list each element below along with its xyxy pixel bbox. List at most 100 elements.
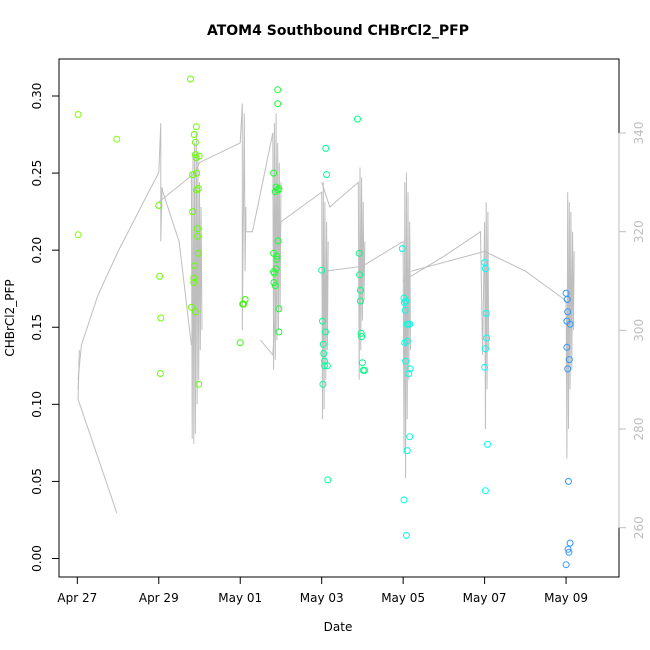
data-point-8-10 <box>564 545 572 553</box>
y-tick-label-2: 0.10 <box>30 391 44 418</box>
x-tick-label-0: Apr 27 <box>57 591 97 605</box>
data-point-3-5 <box>271 282 279 290</box>
x-tick-label-6: May 09 <box>544 591 588 605</box>
y-tick-label-1: 0.05 <box>30 468 44 495</box>
data-point-8-7 <box>564 365 572 373</box>
data-point-6-1 <box>481 265 489 273</box>
data-point-4-8 <box>323 171 331 179</box>
data-point-1-19 <box>194 232 201 240</box>
data-point-3-3 <box>270 279 278 286</box>
data-point-3-9 <box>273 252 281 260</box>
data-point-1-18 <box>194 225 201 233</box>
data-point-3-11 <box>274 86 282 94</box>
data-point-8-12 <box>562 561 570 569</box>
data-point-6-3 <box>483 334 491 342</box>
data-point-7-12 <box>406 365 414 373</box>
x-tick-label-5: May 07 <box>463 591 507 605</box>
data-point-1-11 <box>191 262 199 270</box>
data-point-2-2 <box>240 300 247 308</box>
data-point-3-14 <box>274 237 282 245</box>
data-point-8-11 <box>565 548 573 556</box>
data-point-7-14 <box>403 447 411 455</box>
data-point-5-5 <box>357 329 365 337</box>
data-point-4-10 <box>324 476 332 484</box>
data-point-8-3 <box>564 308 572 316</box>
data-points <box>74 75 574 569</box>
data-point-7-2 <box>400 299 408 307</box>
data-point-8-8 <box>565 477 572 485</box>
trace-line-9 <box>411 192 575 459</box>
chart-title: ATOM4 Southbound CHBrCl2_PFP <box>207 23 469 39</box>
trace-line-4 <box>245 113 282 370</box>
trace-line-1 <box>77 123 192 380</box>
data-point-3-12 <box>274 100 282 108</box>
data-point-5-4 <box>356 297 364 305</box>
data-point-1-14 <box>192 123 200 131</box>
data-point-1-2 <box>157 314 165 322</box>
data-point-3-4 <box>270 269 278 277</box>
data-point-6-7 <box>481 487 489 495</box>
y2-tick-label-1: 280 <box>632 418 646 441</box>
data-point-6-2 <box>482 309 490 317</box>
data-point-7-7 <box>406 320 414 328</box>
data-point-1-6 <box>189 171 197 179</box>
data-point-8-5 <box>563 343 571 351</box>
data-point-7-10 <box>402 357 410 365</box>
data-point-0-2 <box>113 135 121 143</box>
y2-tick-label-0: 260 <box>632 516 646 539</box>
data-point-3-10 <box>273 255 281 263</box>
y2-tick-label-2: 300 <box>632 319 646 342</box>
y-tick-label-0: 0.00 <box>30 545 44 572</box>
data-point-7-0 <box>398 245 406 253</box>
y-tick-label-5: 0.25 <box>30 160 44 187</box>
plot-frame <box>58 58 620 578</box>
data-point-5-3 <box>356 286 364 294</box>
data-point-7-15 <box>400 496 408 504</box>
data-point-1-1 <box>156 272 164 280</box>
data-point-1-9 <box>190 279 198 286</box>
data-point-3-17 <box>275 328 283 336</box>
y2-tick-label-3: 320 <box>632 220 646 243</box>
data-point-1-8 <box>190 274 198 282</box>
x-tick-label-3: May 03 <box>300 591 344 605</box>
data-point-8-6 <box>565 356 573 364</box>
data-point-4-2 <box>319 340 327 348</box>
data-point-1-3 <box>156 370 164 377</box>
data-point-4-6 <box>321 328 329 336</box>
data-point-1-13 <box>191 138 199 146</box>
data-point-5-6 <box>358 333 366 340</box>
trace-line-5 <box>260 182 329 420</box>
trace-line-8 <box>402 202 490 430</box>
data-point-5-1 <box>355 249 363 257</box>
x-tick-label-4: May 05 <box>381 591 425 605</box>
data-point-7-11 <box>405 370 413 377</box>
y2-tick-label-4: 340 <box>632 122 646 145</box>
data-point-4-11 <box>319 380 327 388</box>
data-point-8-9 <box>566 539 574 547</box>
x-axis: Apr 27 Apr 29 May 01 May 03 May 05 May 07 May … <box>57 576 588 605</box>
data-point-1-23 <box>191 308 199 316</box>
data-point-4-7 <box>322 144 330 152</box>
data-point-7-9 <box>403 337 411 345</box>
trace-lines <box>77 103 575 514</box>
trace-line-2 <box>190 132 203 444</box>
data-point-7-13 <box>406 433 414 441</box>
data-point-1-16 <box>193 169 201 177</box>
data-point-1-4 <box>187 75 194 83</box>
data-point-5-2 <box>356 271 364 279</box>
data-point-4-5 <box>321 362 328 370</box>
data-point-1-22 <box>195 152 203 160</box>
data-point-3-16 <box>275 305 283 313</box>
data-point-6-4 <box>481 345 489 353</box>
data-point-3-8 <box>272 265 280 273</box>
y-axis-label: CHBrCl2_PFP <box>3 279 17 356</box>
data-point-1-17 <box>193 186 201 194</box>
data-point-8-1 <box>563 296 571 303</box>
data-point-1-24 <box>195 380 203 388</box>
data-point-0-1 <box>74 231 82 239</box>
data-point-6-5 <box>481 363 489 371</box>
trace-line-6 <box>321 167 366 380</box>
data-point-4-0 <box>318 266 326 274</box>
x-tick-label-2: May 01 <box>218 591 262 605</box>
